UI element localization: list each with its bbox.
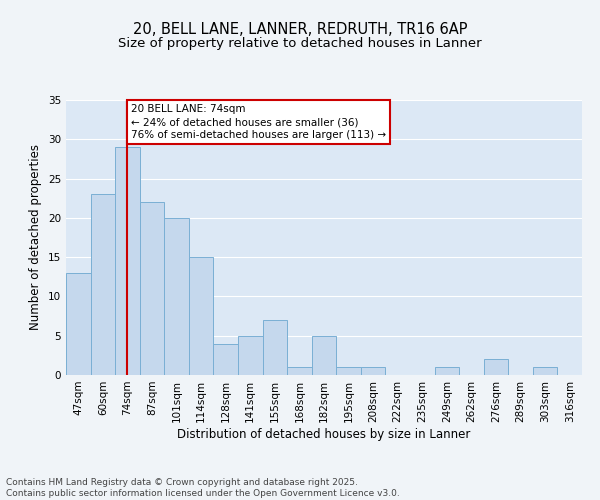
Text: Size of property relative to detached houses in Lanner: Size of property relative to detached ho… bbox=[118, 38, 482, 51]
X-axis label: Distribution of detached houses by size in Lanner: Distribution of detached houses by size … bbox=[178, 428, 470, 440]
Bar bbox=[361, 367, 385, 375]
Bar bbox=[140, 202, 164, 375]
Bar bbox=[91, 194, 115, 375]
Bar bbox=[484, 360, 508, 375]
Bar bbox=[214, 344, 238, 375]
Bar bbox=[336, 367, 361, 375]
Bar bbox=[263, 320, 287, 375]
Bar bbox=[287, 367, 312, 375]
Text: Contains HM Land Registry data © Crown copyright and database right 2025.
Contai: Contains HM Land Registry data © Crown c… bbox=[6, 478, 400, 498]
Bar bbox=[434, 367, 459, 375]
Bar bbox=[312, 336, 336, 375]
Bar bbox=[189, 257, 214, 375]
Bar bbox=[115, 147, 140, 375]
Bar bbox=[533, 367, 557, 375]
Bar bbox=[164, 218, 189, 375]
Text: 20 BELL LANE: 74sqm
← 24% of detached houses are smaller (36)
76% of semi-detach: 20 BELL LANE: 74sqm ← 24% of detached ho… bbox=[131, 104, 386, 141]
Bar bbox=[66, 273, 91, 375]
Y-axis label: Number of detached properties: Number of detached properties bbox=[29, 144, 43, 330]
Bar bbox=[238, 336, 263, 375]
Text: 20, BELL LANE, LANNER, REDRUTH, TR16 6AP: 20, BELL LANE, LANNER, REDRUTH, TR16 6AP bbox=[133, 22, 467, 38]
